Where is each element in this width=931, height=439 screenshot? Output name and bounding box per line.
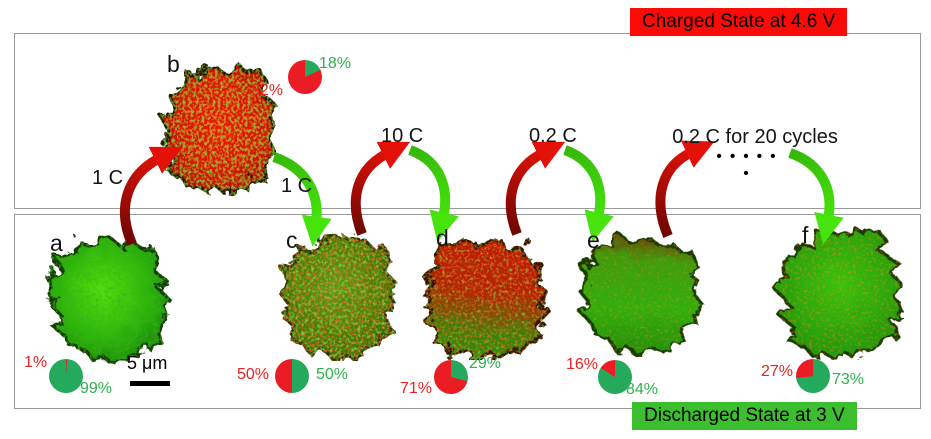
rate-label-02c: 0.2 C (529, 125, 577, 147)
cycles-ellipsis-dots: • • • • • • (716, 148, 778, 182)
particle-d-pie-chart (434, 360, 468, 394)
particle-c-red-pct: 50% (237, 366, 270, 383)
particle-a-label: a (50, 230, 63, 256)
discharged-state-banner: Discharged State at 3 V (632, 402, 857, 430)
particle-d-green-pct: 29% (469, 355, 502, 372)
scale-bar (130, 381, 170, 386)
particle-f-pie-chart (796, 359, 830, 393)
rate-label-cycles: 0.2 C for 20 cycles (672, 126, 838, 148)
particle-f-red-pct: 27% (761, 363, 794, 380)
particle-f-image (772, 221, 901, 359)
discharged-state-panel (14, 214, 921, 409)
particle-a-image (44, 233, 170, 363)
particle-b-blob (158, 57, 275, 196)
particle-e-pie-chart (598, 360, 632, 394)
particle-d-label: d (436, 225, 449, 251)
particle-c-blob (273, 229, 395, 358)
rate-label-10c: 10 C (381, 125, 424, 147)
particle-c-label: c (286, 227, 298, 253)
particle-a-red-pct: 1% (24, 354, 48, 371)
particle-e-image (574, 230, 702, 354)
particle-c-image (273, 229, 395, 358)
charged-state-panel (14, 33, 921, 209)
particle-e-label: e (587, 227, 600, 253)
particle-e-red-pct: 16% (566, 356, 599, 373)
particle-b-pie-chart (288, 60, 322, 94)
scale-bar-label: 5 μm (127, 353, 168, 373)
particle-d-image (425, 231, 553, 360)
particle-d-blob (425, 231, 553, 360)
particle-b-red-pct: 82% (251, 82, 284, 99)
particle-d-red-pct: 71% (400, 380, 433, 397)
particle-a-pie-chart (49, 359, 83, 393)
particle-a-blob (44, 233, 170, 363)
particle-e-green-pct: 84% (626, 381, 659, 398)
particle-a-green-pct: 99% (80, 380, 113, 397)
particle-e-blob (574, 230, 702, 354)
particle-b-label: b (167, 51, 180, 77)
rate-label-1c-charge: 1 C (92, 167, 124, 189)
particle-c-pie-chart (275, 359, 309, 393)
particle-f-label: f (802, 222, 809, 248)
particle-c-green-pct: 50% (316, 366, 349, 383)
charged-state-banner: Charged State at 4.6 V (630, 8, 848, 36)
particle-f-blob (772, 221, 901, 359)
rate-label-1c-discharge: 1 C (281, 175, 313, 197)
particle-b-image (158, 57, 275, 196)
particle-f-green-pct: 73% (832, 371, 865, 388)
particle-b-green-pct: 18% (319, 55, 352, 72)
